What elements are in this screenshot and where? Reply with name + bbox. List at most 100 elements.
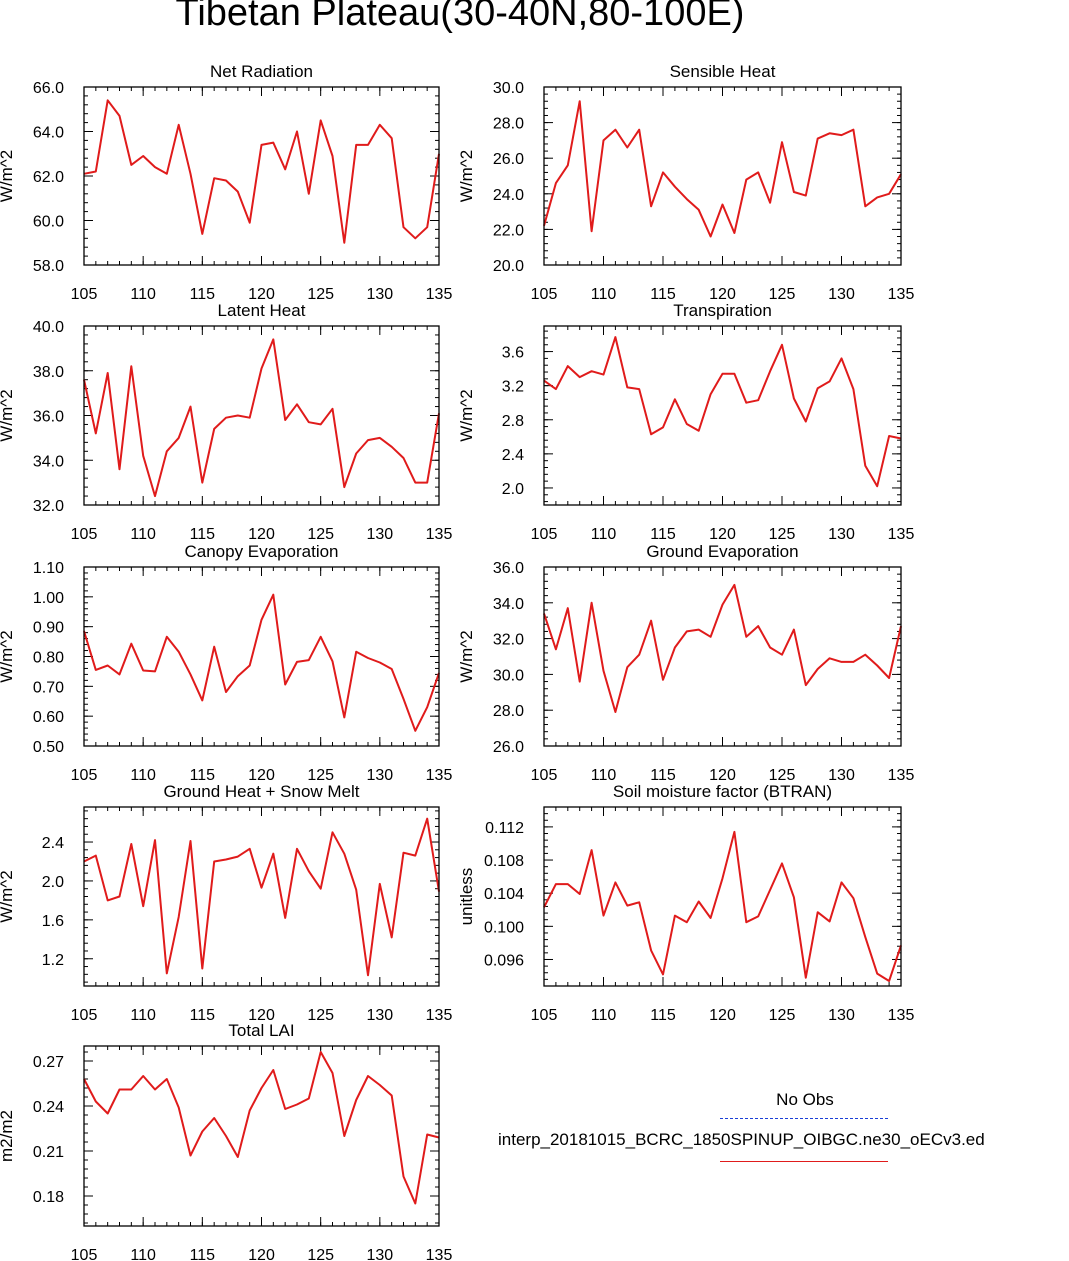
y-axis-label: W/m^2 xyxy=(457,150,476,202)
x-tick-label: 120 xyxy=(248,526,275,543)
chart-panel: 105 110 115 120 125 130 135 20.0 22.0 24.0 26.0 28.… xyxy=(457,62,914,303)
x-tick-label: 120 xyxy=(709,1007,736,1024)
x-tick-label: 130 xyxy=(366,526,393,543)
y-tick-label: 1.2 xyxy=(42,952,64,969)
x-tick-label: 125 xyxy=(307,1247,334,1261)
plot-frame xyxy=(83,325,440,506)
y-axis-label: W/m^2 xyxy=(0,870,16,922)
legend-obs-line xyxy=(720,1118,888,1119)
chart-panel: 105 110 115 120 125 130 135 2.0 2.4 2.8 3.2 3.6 Tran… xyxy=(457,301,914,543)
y-tick-label: 0.50 xyxy=(33,739,64,756)
y-axis-label: W/m^2 xyxy=(457,389,476,441)
y-tick-label: 1.10 xyxy=(33,560,64,577)
x-tick-label: 115 xyxy=(650,1007,676,1024)
x-tick-label: 135 xyxy=(426,286,453,303)
x-tick-label: 115 xyxy=(650,767,676,784)
legend-case-label: interp_20181015_BCRC_1850SPINUP_OIBGC.ne… xyxy=(498,1130,985,1149)
series-line xyxy=(543,583,902,713)
x-tick-label: 135 xyxy=(888,286,915,303)
y-tick-label: 0.18 xyxy=(33,1189,64,1206)
series-line xyxy=(83,338,440,498)
x-tick-label: 105 xyxy=(71,1007,98,1024)
y-tick-label: 3.2 xyxy=(502,379,524,396)
y-tick-label: 30.0 xyxy=(493,80,524,97)
y-tick-label: 0.104 xyxy=(484,886,524,903)
y-tick-label: 0.60 xyxy=(33,709,64,726)
y-tick-label: 0.24 xyxy=(33,1099,64,1116)
chart-title: Ground Heat + Snow Melt xyxy=(163,782,359,801)
x-tick-label: 115 xyxy=(190,767,216,784)
y-tick-label: 20.0 xyxy=(493,258,524,275)
y-axis-label: W/m^2 xyxy=(0,150,16,202)
plot-frame xyxy=(543,86,902,266)
x-tick-label: 105 xyxy=(71,526,98,543)
x-tick-label: 130 xyxy=(828,1007,855,1024)
y-tick-label: 1.00 xyxy=(33,590,64,607)
page-title: Tibetan Plateau(30-40N,80-100E) xyxy=(175,0,745,34)
y-tick-label: 34.0 xyxy=(33,453,64,470)
y-tick-label: 26.0 xyxy=(493,739,524,756)
x-tick-label: 130 xyxy=(366,1247,393,1261)
x-tick-label: 115 xyxy=(650,526,676,543)
y-tick-label: 40.0 xyxy=(33,319,64,336)
x-tick-label: 120 xyxy=(248,767,275,784)
chart-title: Canopy Evaporation xyxy=(184,542,338,561)
x-tick-label: 125 xyxy=(307,767,334,784)
chart-panel: 105 110 115 120 125 130 135 0.096 0.100 0.104 0.10… xyxy=(457,782,914,1024)
y-tick-label: 64.0 xyxy=(33,125,64,142)
plot-frame xyxy=(83,566,440,747)
y-tick-label: 2.8 xyxy=(502,413,524,430)
y-tick-label: 3.6 xyxy=(502,345,524,362)
x-tick-label: 110 xyxy=(130,1247,156,1261)
y-tick-label: 0.70 xyxy=(33,679,64,696)
chart-title: Latent Heat xyxy=(218,301,306,320)
legend-case-line xyxy=(720,1161,888,1162)
x-tick-label: 135 xyxy=(426,1007,453,1024)
plot-frame xyxy=(83,1045,440,1227)
y-tick-label: 26.0 xyxy=(493,151,524,168)
x-tick-label: 110 xyxy=(130,286,156,303)
x-tick-label: 115 xyxy=(650,286,676,303)
y-tick-label: 2.0 xyxy=(502,481,524,498)
x-tick-label: 105 xyxy=(531,286,558,303)
series-line xyxy=(83,817,440,977)
y-tick-label: 0.112 xyxy=(485,820,524,837)
x-tick-label: 125 xyxy=(307,526,334,543)
x-tick-label: 120 xyxy=(709,526,736,543)
x-tick-label: 120 xyxy=(709,286,736,303)
chart-title: Net Radiation xyxy=(210,62,313,81)
x-tick-label: 130 xyxy=(366,1007,393,1024)
x-tick-label: 120 xyxy=(248,1247,275,1261)
chart-panel: 105 110 115 120 125 130 135 0.18 0.21 0.24 0.27 Tot… xyxy=(0,1021,452,1261)
x-tick-label: 135 xyxy=(426,767,453,784)
y-tick-label: 2.0 xyxy=(42,874,64,891)
chart-title: Total LAI xyxy=(228,1021,294,1040)
plot-frame xyxy=(543,325,902,506)
y-tick-label: 32.0 xyxy=(493,632,524,649)
y-tick-label: 28.0 xyxy=(493,116,524,133)
x-tick-label: 105 xyxy=(71,767,98,784)
x-tick-label: 105 xyxy=(531,1007,558,1024)
chart-title: Transpiration xyxy=(673,301,772,320)
x-tick-label: 110 xyxy=(130,1007,156,1024)
x-tick-label: 130 xyxy=(828,526,855,543)
plot-frame xyxy=(83,806,440,987)
y-tick-label: 28.0 xyxy=(493,703,524,720)
x-tick-label: 135 xyxy=(888,1007,915,1024)
chart-title: Soil moisture factor (BTRAN) xyxy=(613,782,832,801)
series-line xyxy=(83,99,440,244)
y-tick-label: 34.0 xyxy=(493,596,524,613)
y-tick-label: 0.096 xyxy=(484,952,524,969)
y-tick-label: 30.0 xyxy=(493,667,524,684)
chart-panel: 105 110 115 120 125 130 135 32.0 34.0 36.0 38.0 40.… xyxy=(0,301,452,543)
plot-frame xyxy=(543,566,902,747)
y-tick-label: 0.108 xyxy=(484,853,524,870)
y-tick-label: 58.0 xyxy=(33,258,64,275)
y-tick-label: 0.100 xyxy=(484,919,524,936)
series-line xyxy=(543,336,902,488)
x-tick-label: 130 xyxy=(828,767,855,784)
x-tick-label: 125 xyxy=(307,286,334,303)
x-tick-label: 105 xyxy=(71,1247,98,1261)
x-tick-label: 115 xyxy=(190,526,216,543)
